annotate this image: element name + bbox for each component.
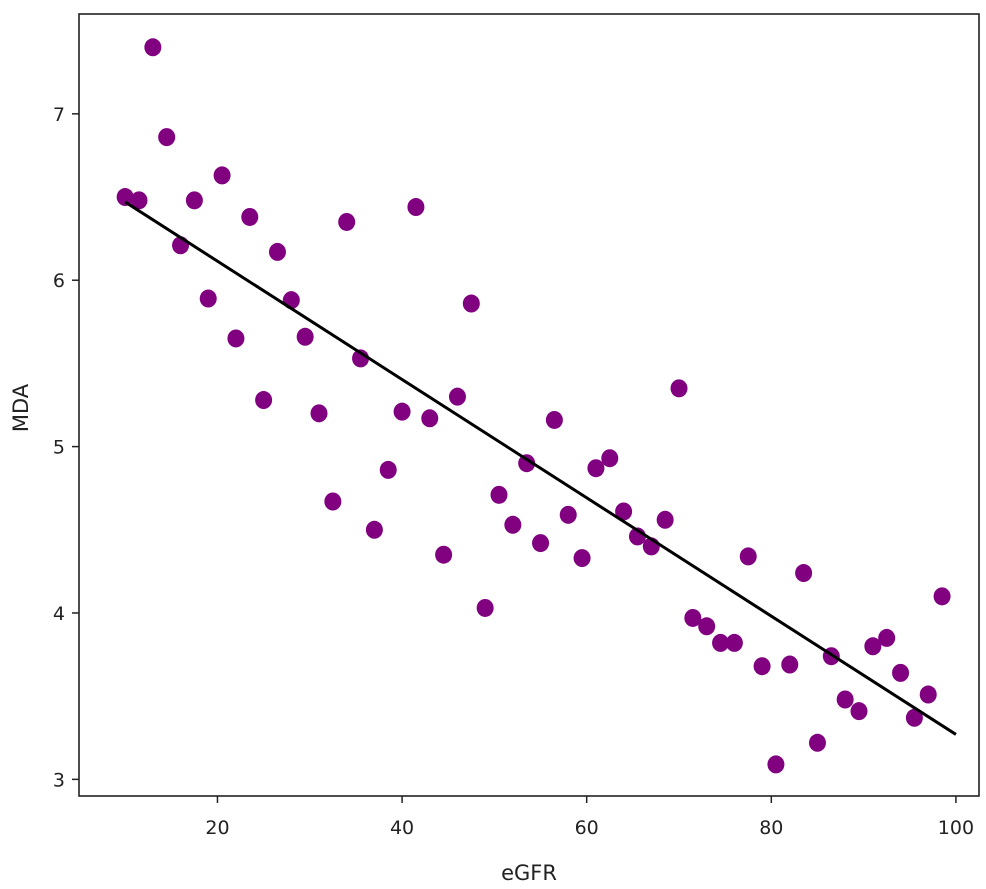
data-point-55 xyxy=(864,637,882,656)
data-point-17 xyxy=(338,212,356,231)
data-point-37 xyxy=(615,502,633,521)
data-point-16 xyxy=(324,492,342,511)
data-point-36 xyxy=(601,449,619,468)
data-point-60 xyxy=(933,587,951,606)
y-tick-label: 6 xyxy=(53,270,65,292)
data-point-22 xyxy=(407,198,425,217)
y-tick-label: 4 xyxy=(53,603,65,625)
y-axis-ticks: 3 4 5 6 7 xyxy=(53,104,79,791)
x-tick-label: 60 xyxy=(575,817,599,839)
data-point-7 xyxy=(199,289,217,308)
data-point-48 xyxy=(767,755,785,774)
data-point-29 xyxy=(504,515,522,534)
data-point-28 xyxy=(490,485,508,504)
data-point-30 xyxy=(518,454,536,473)
data-point-11 xyxy=(255,391,273,410)
x-tick-label: 100 xyxy=(938,817,974,839)
data-point-35 xyxy=(587,459,605,478)
data-point-13 xyxy=(282,291,300,310)
data-point-53 xyxy=(836,690,854,709)
data-point-27 xyxy=(476,598,494,617)
data-point-59 xyxy=(919,685,937,704)
data-point-42 xyxy=(684,608,702,627)
y-tick-label: 3 xyxy=(53,769,65,791)
data-point-34 xyxy=(573,549,591,568)
data-point-25 xyxy=(448,387,466,406)
data-point-10 xyxy=(241,207,259,226)
data-point-50 xyxy=(795,564,813,583)
x-axis-label: eGFR xyxy=(501,861,557,885)
x-axis-ticks: 20 40 60 80 100 xyxy=(205,796,974,839)
data-point-56 xyxy=(878,628,896,647)
data-point-14 xyxy=(296,327,314,346)
data-point-8 xyxy=(213,166,231,185)
data-point-4 xyxy=(158,128,176,147)
plot-area-frame xyxy=(78,13,980,797)
data-point-1 xyxy=(116,188,134,207)
data-point-20 xyxy=(379,460,397,479)
data-point-15 xyxy=(310,404,328,423)
y-tick-label: 7 xyxy=(53,104,65,126)
data-point-23 xyxy=(421,409,439,428)
data-point-40 xyxy=(656,510,674,529)
data-point-58 xyxy=(905,708,923,727)
data-point-41 xyxy=(670,379,688,398)
data-points xyxy=(116,38,951,774)
y-tick-label: 5 xyxy=(53,437,65,459)
data-point-6 xyxy=(185,191,203,210)
data-point-3 xyxy=(144,38,162,57)
data-point-44 xyxy=(712,633,730,652)
y-axis-label: MDA xyxy=(9,383,33,432)
data-point-49 xyxy=(781,655,799,674)
x-tick-label: 20 xyxy=(205,817,229,839)
data-point-9 xyxy=(227,329,245,348)
data-point-57 xyxy=(892,663,910,682)
data-point-21 xyxy=(393,402,411,421)
regression-line xyxy=(124,200,957,736)
data-point-47 xyxy=(753,657,771,676)
data-point-32 xyxy=(545,410,563,429)
data-point-19 xyxy=(365,520,383,539)
data-point-45 xyxy=(725,633,743,652)
data-point-51 xyxy=(808,733,826,752)
x-tick-label: 40 xyxy=(390,817,414,839)
data-point-12 xyxy=(268,242,286,261)
data-point-46 xyxy=(739,547,757,566)
data-point-43 xyxy=(698,617,716,636)
x-tick-label: 80 xyxy=(759,817,783,839)
data-point-31 xyxy=(532,534,550,553)
data-point-26 xyxy=(462,294,480,313)
data-point-33 xyxy=(559,505,577,524)
data-point-2 xyxy=(130,191,148,210)
data-point-54 xyxy=(850,702,868,721)
data-point-24 xyxy=(435,545,453,564)
